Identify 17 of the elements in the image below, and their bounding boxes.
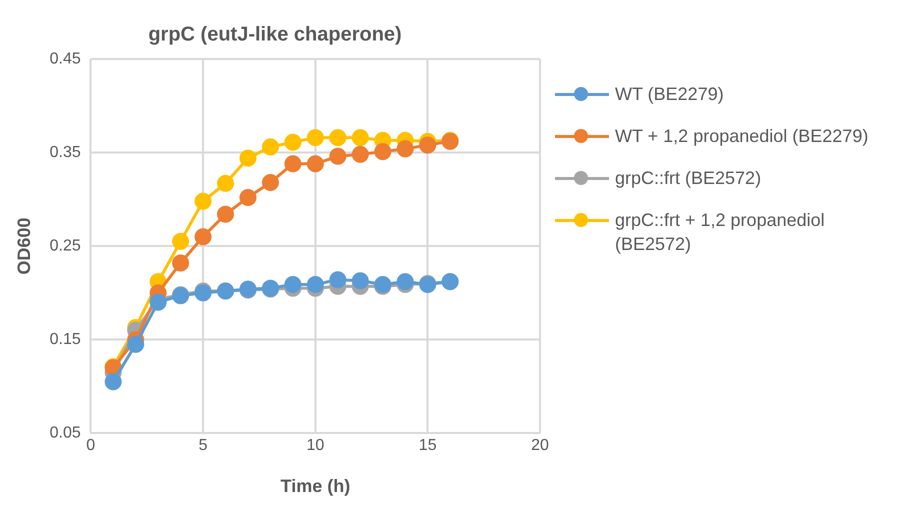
chart-title: grpC (eutJ-like chaperone) xyxy=(148,24,402,46)
legend-label: WT (BE2279) xyxy=(615,83,724,106)
x-tick-label: 5 xyxy=(198,437,208,454)
y-axis-title: OD600 xyxy=(14,218,34,275)
x-tick-label: 20 xyxy=(531,437,549,454)
x-tick-label: 15 xyxy=(418,437,437,454)
x-axis-title: Time (h) xyxy=(280,476,350,496)
legend-label: grpC::frt + 1,2 propanediol (BE2572) xyxy=(615,209,826,256)
legend-label: WT + 1,2 propanediol (BE2279) xyxy=(615,125,868,148)
y-tick-label: 0.15 xyxy=(50,331,81,348)
x-tick-label: 0 xyxy=(86,437,96,454)
y-tick-label: 0.45 xyxy=(50,50,81,68)
legend-label: grpC::frt (BE2572) xyxy=(615,167,762,190)
x-tick-label: 10 xyxy=(306,437,324,454)
y-tick-label: 0.05 xyxy=(50,424,81,442)
y-tick-label: 0.35 xyxy=(50,144,81,161)
y-tick-label: 0.25 xyxy=(50,238,81,255)
